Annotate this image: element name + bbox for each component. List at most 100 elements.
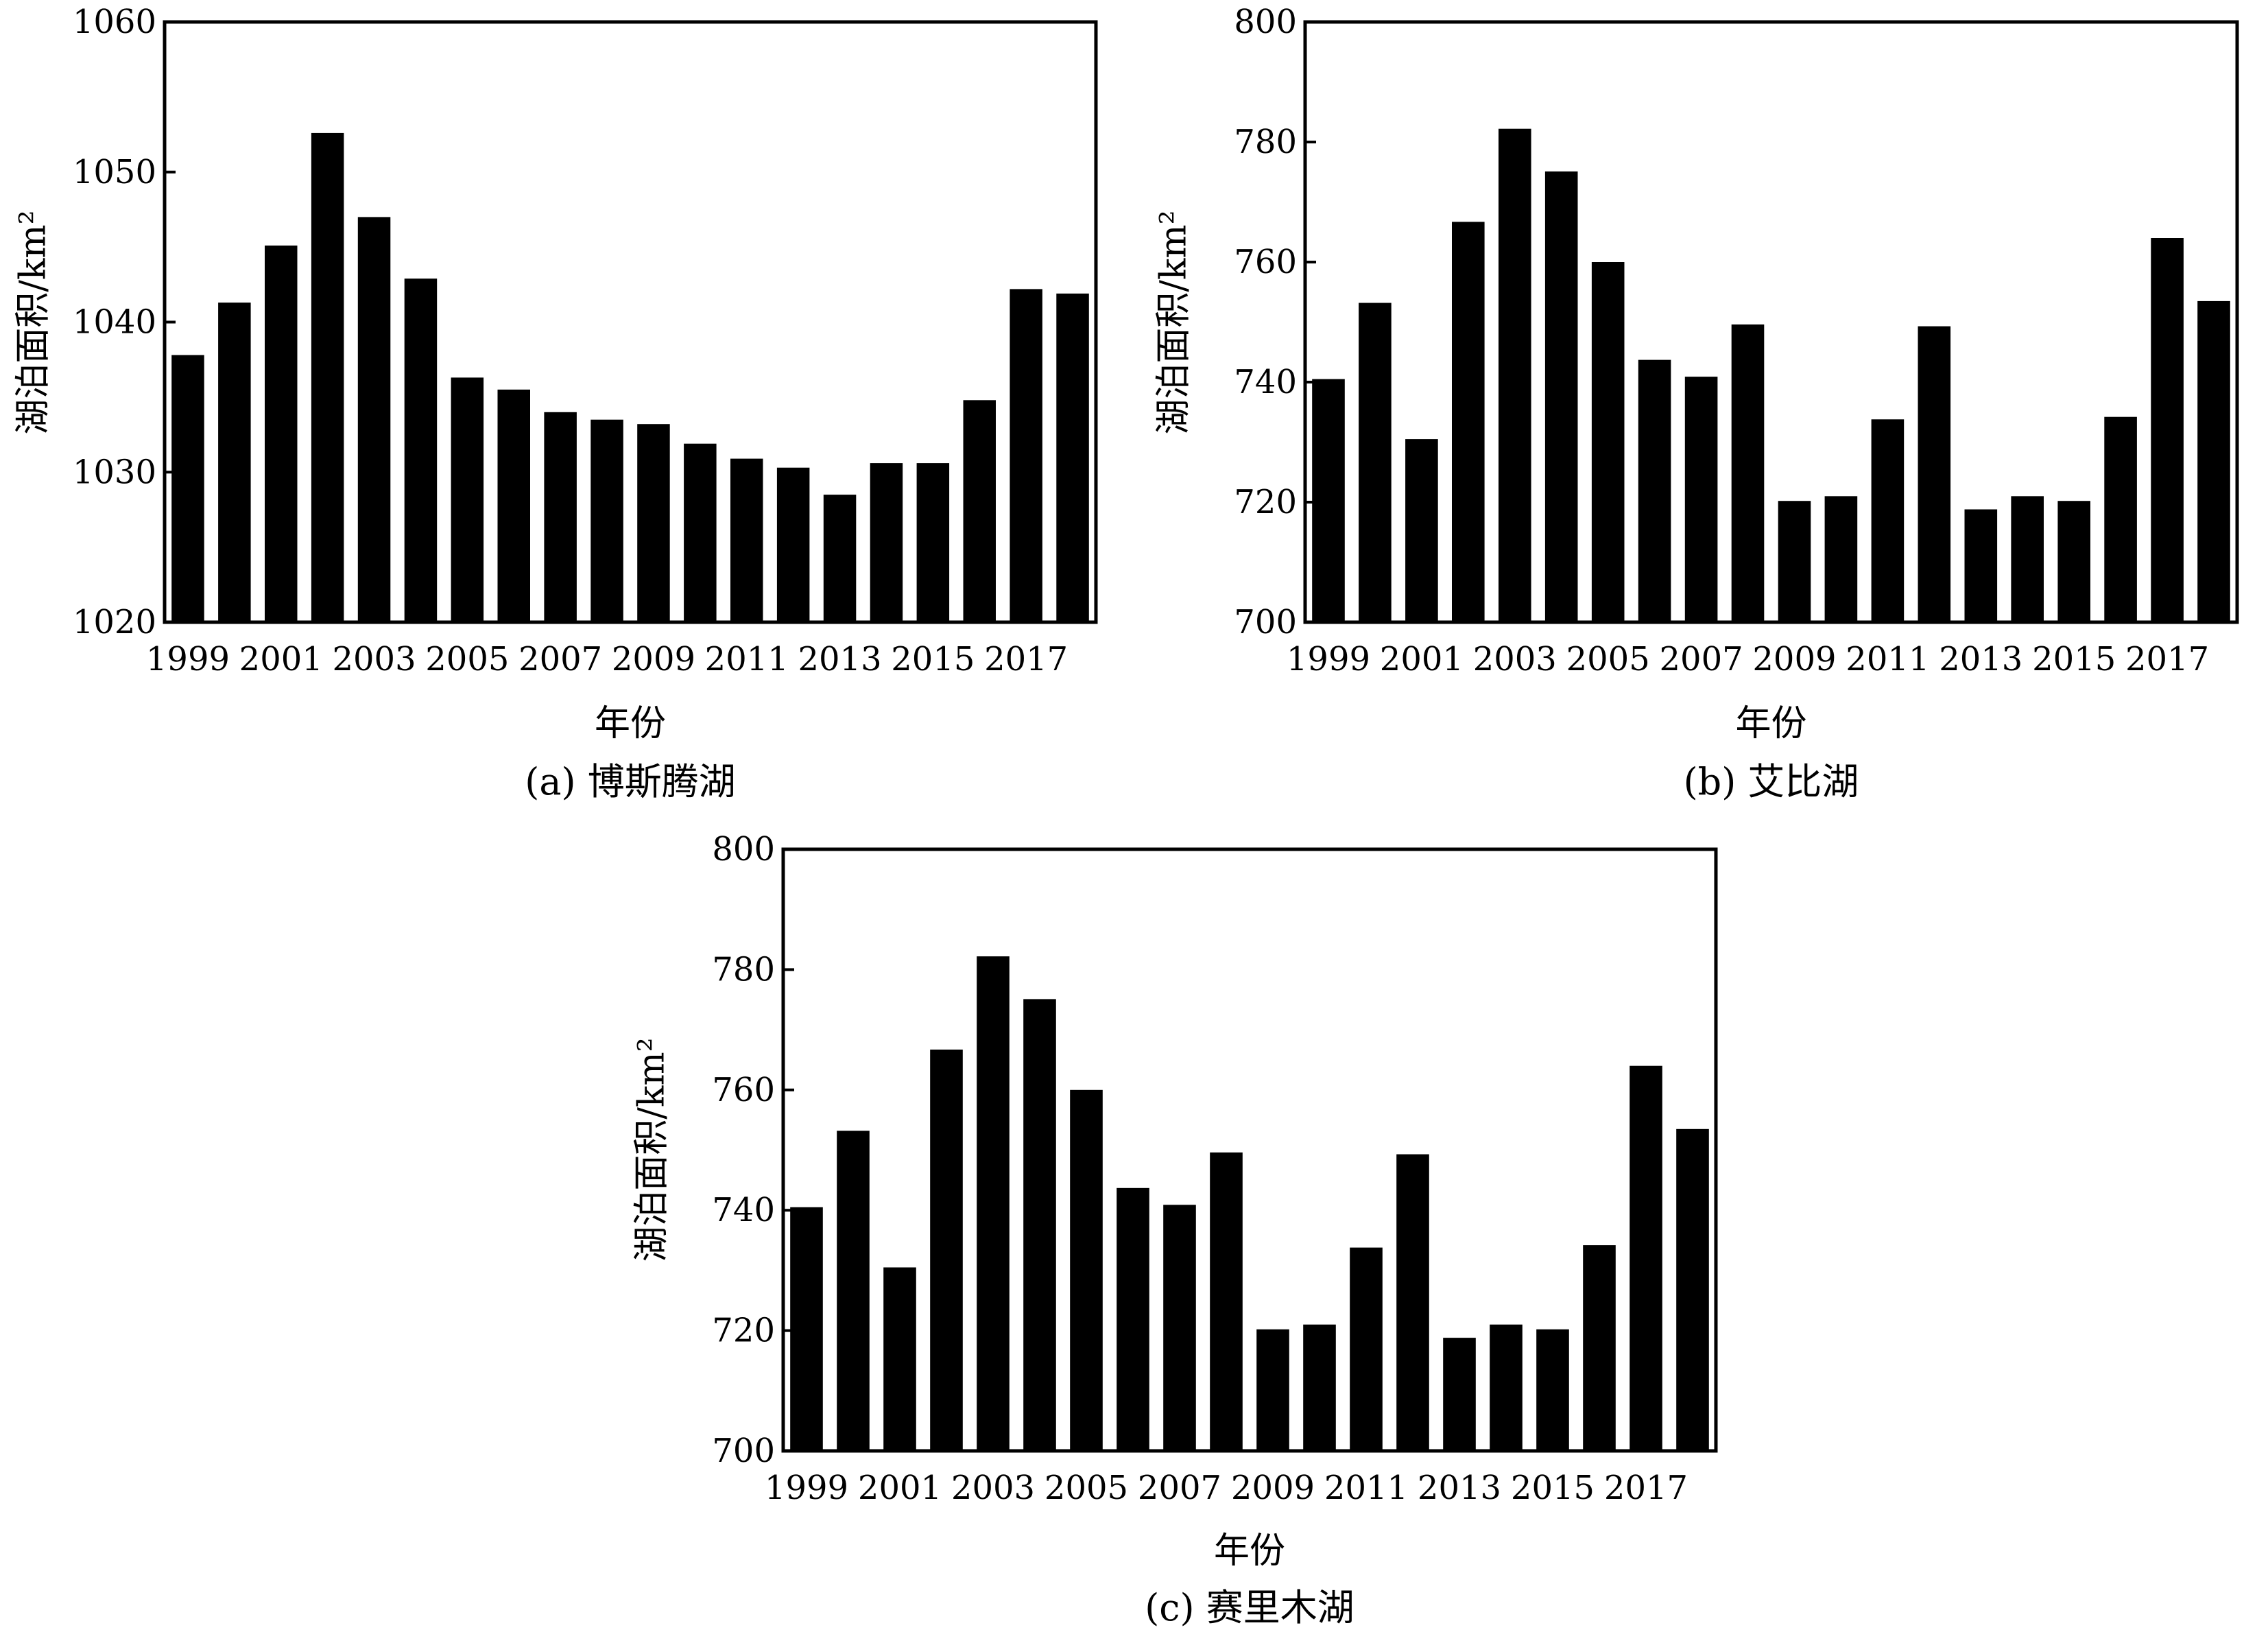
bar-b-1999 (1312, 379, 1345, 622)
y-tick-label-a-1060: 1060 (73, 3, 156, 41)
plot-frame-a (163, 20, 1098, 624)
x-tick-label-b-1999: 1999 (1287, 640, 1370, 678)
bar-b-2014 (2011, 496, 2044, 623)
x-tick-label-a-2005: 2005 (425, 640, 509, 678)
bar-c-2008 (1210, 1152, 1243, 1451)
x-tick-label-a-2017: 2017 (984, 640, 1068, 678)
x-tick-label-a-2013: 2013 (798, 640, 881, 678)
bar-c-2000 (837, 1131, 870, 1451)
plot-frame-b (1303, 20, 2239, 624)
bar-a-2017 (1010, 289, 1042, 622)
bar-c-2005 (1070, 1089, 1103, 1451)
x-tick-label-b-2003: 2003 (1473, 640, 1557, 678)
bar-c-2014 (1490, 1324, 1523, 1451)
y-tick-label-c-780: 780 (712, 950, 775, 989)
bar-c-2009 (1256, 1329, 1289, 1451)
bar-a-2005 (451, 377, 484, 622)
x-tick-label-a-2007: 2007 (518, 640, 602, 678)
y-tick-label-a-1020: 1020 (73, 603, 156, 641)
bar-b-2007 (1684, 377, 1718, 622)
y-axis-title-a: 湖泊面积/km² (13, 210, 54, 434)
y-tick-label-b-740: 740 (1234, 363, 1297, 401)
y-tick-label-c-720: 720 (712, 1312, 775, 1350)
x-tick-label-a-2015: 2015 (891, 640, 975, 678)
bar-c-2011 (1350, 1247, 1383, 1451)
bar-c-2015 (1536, 1329, 1569, 1451)
x-axis-title-c: 年份 (1214, 1530, 1285, 1572)
x-tick-label-b-2017: 2017 (2125, 640, 2209, 678)
y-tick-label-a-1050: 1050 (73, 153, 156, 191)
bar-a-2007 (544, 412, 577, 623)
x-axis-title-b: 年份 (1735, 703, 1806, 744)
bar-b-2016 (2104, 416, 2137, 622)
y-tick-label-b-760: 760 (1234, 243, 1297, 281)
bar-b-2011 (1871, 419, 1905, 622)
bar-c-1999 (790, 1207, 823, 1451)
x-tick-label-b-2013: 2013 (1939, 640, 2022, 678)
bar-c-2002 (930, 1050, 963, 1451)
x-tick-label-b-2007: 2007 (1659, 640, 1743, 678)
bar-b-2001 (1405, 439, 1438, 622)
y-tick-label-a-1040: 1040 (73, 303, 156, 342)
plot-frame-c (781, 847, 1718, 1453)
bar-a-2014 (870, 463, 903, 622)
bar-a-2010 (684, 443, 717, 622)
x-tick-label-a-1999: 1999 (146, 640, 230, 678)
x-tick-label-a-2001: 2001 (239, 640, 323, 678)
x-tick-label-c-2001: 2001 (858, 1469, 942, 1507)
bar-a-2003 (357, 217, 391, 622)
x-tick-label-c-2013: 2013 (1418, 1469, 1501, 1507)
bar-c-2013 (1443, 1338, 1476, 1451)
panel-c: 700 720 740 760 780 800 1999 2001 2003 2005 2007 2… (632, 830, 1718, 1629)
x-axis-title-a: 年份 (595, 703, 666, 744)
x-tick-label-a-2009: 2009 (612, 640, 695, 678)
x-tick-label-c-2005: 2005 (1045, 1469, 1128, 1507)
x-tick-label-c-2015: 2015 (1511, 1469, 1595, 1507)
x-tick-label-b-2015: 2015 (2032, 640, 2116, 678)
bar-b-2017 (2151, 238, 2184, 622)
bar-a-1999 (171, 355, 204, 622)
x-tick-label-a-2011: 2011 (705, 640, 789, 678)
bar-a-2008 (590, 419, 623, 622)
x-tick-label-c-2017: 2017 (1604, 1469, 1688, 1507)
bar-b-2018 (2197, 300, 2230, 622)
bar-b-2006 (1638, 359, 1671, 622)
bar-b-2008 (1731, 324, 1765, 622)
caption-c: (c) 赛里木湖 (1145, 1586, 1354, 1629)
x-tick-label-a-2003: 2003 (332, 640, 416, 678)
x-tick-label-c-2009: 2009 (1231, 1469, 1315, 1507)
x-tick-label-b-2001: 2001 (1380, 640, 1464, 678)
y-tick-label-c-800: 800 (712, 830, 775, 868)
bars-b (1312, 128, 2230, 623)
bar-c-2007 (1163, 1205, 1196, 1451)
bar-b-2003 (1499, 128, 1531, 622)
bar-b-2000 (1359, 303, 1392, 622)
x-ticks-c: 1999 2001 2003 2005 2007 2009 2011 2013 2015 2017 (765, 1441, 1694, 1507)
bar-c-2018 (1676, 1128, 1709, 1451)
y-axis-title-c: 湖泊面积/km² (632, 1037, 673, 1262)
bar-b-2004 (1544, 171, 1578, 622)
y-ticks-c: 700 720 740 760 780 800 (712, 830, 794, 1470)
bar-a-2001 (265, 245, 298, 622)
bars-c (790, 956, 1709, 1451)
x-tick-label-b-2011: 2011 (1846, 640, 1929, 678)
bar-c-2003 (977, 956, 1010, 1451)
bar-b-2015 (2057, 501, 2090, 622)
bar-c-2006 (1117, 1187, 1149, 1451)
x-tick-label-c-2011: 2011 (1324, 1469, 1408, 1507)
bar-a-2011 (730, 458, 763, 622)
y-tick-label-b-800: 800 (1234, 3, 1297, 41)
bar-b-2002 (1452, 222, 1485, 622)
bar-a-2006 (497, 389, 530, 622)
bar-c-2001 (883, 1267, 916, 1451)
x-tick-label-b-2009: 2009 (1752, 640, 1836, 678)
y-tick-label-c-740: 740 (712, 1191, 775, 1229)
x-tick-label-c-2007: 2007 (1138, 1469, 1221, 1507)
y-tick-label-a-1030: 1030 (73, 453, 156, 491)
y-axis-title-b: 湖泊面积/km² (1154, 210, 1195, 434)
bar-a-2009 (637, 424, 670, 622)
y-tick-label-b-780: 780 (1234, 123, 1297, 161)
bar-a-2002 (311, 132, 344, 622)
